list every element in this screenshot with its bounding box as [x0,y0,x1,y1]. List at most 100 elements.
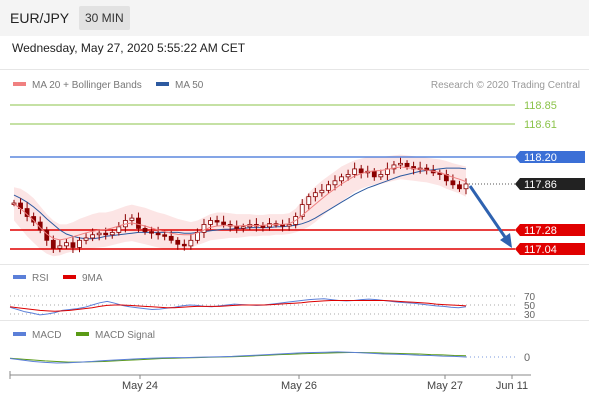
candle-body [162,234,168,237]
candle-body [312,192,318,198]
candle-body [319,189,325,194]
x-tick-label: May 27 [427,380,463,392]
candle-body [57,245,63,249]
candle-body [214,220,220,223]
support-tag-2-bg [515,243,585,255]
target-label-1: 118.85 [524,100,557,112]
candle-body [50,239,56,249]
macd-signal-swatch [76,332,89,337]
macd-swatch [13,332,26,337]
candle-body [398,162,403,166]
support-tag-1-bg [515,224,585,236]
candle-body [371,170,377,178]
legend-ma50-label: MA 50 [175,80,204,91]
toolbar: EUR/JPY 30 MIN [0,0,589,36]
rsi-tick-label: 70 [524,292,536,303]
legend-macd-label: MACD [32,330,62,341]
candle-body [208,220,213,225]
candle-body [90,234,96,239]
legend-rsi-ma: 9MA [63,273,103,284]
candle-body [326,184,331,191]
ma20-swatch [13,82,26,87]
target-label-2: 118.61 [524,119,557,131]
divider-rsi [0,264,589,265]
candle-body [136,217,141,229]
resistance-tag-bg [515,151,585,163]
candle-body [175,239,181,245]
legend-macd-signal-label: MACD Signal [95,330,156,341]
legend-rsi-ma-label: 9MA [82,273,103,284]
ma50-swatch [156,82,169,87]
candle-body [404,162,410,167]
candle-body [188,239,194,247]
legend-ma50: MA 50 [156,80,203,91]
candle-body [339,176,344,182]
support-tag-2-text: 117.04 [524,244,557,256]
timestamp: Wednesday, May 27, 2020 5:55:22 AM CET [12,41,246,55]
candle-body [155,232,161,236]
candle-body [221,221,227,225]
legend-macd-signal: MACD Signal [76,330,155,341]
candle-body [286,224,292,227]
macd-tick-label: 0 [524,352,530,364]
candle-body [332,180,338,186]
candle-body [201,224,207,233]
ma50-line [13,167,467,240]
candle-body [450,180,456,186]
candle-body [181,243,187,247]
rsi-ma-swatch [63,275,76,280]
candle-body [299,204,305,217]
macd-line [9,351,467,364]
candle-body [109,231,115,236]
last-price-tag: 117.86 [515,178,585,191]
candle-body [352,168,358,175]
candle-body [358,168,364,174]
projection-arrow [468,185,509,241]
rsi-tick-label: 50 [524,301,536,312]
x-tick-label: Jun 11 [496,380,528,392]
candle-body [306,196,312,206]
candle-body [96,232,102,236]
ma20-line [13,166,467,241]
candle-body [129,217,135,221]
candle-body [142,228,148,232]
resistance-tag: 118.20 [515,151,585,164]
candle-body [378,174,384,178]
candle-body [463,183,469,190]
legend-ma20: MA 20 + Bollinger Bands [13,80,142,91]
candle-body [345,174,351,178]
divider [0,69,589,70]
support-tag-1-text: 117.28 [524,225,557,237]
candle-body [260,225,266,228]
divider-macd [0,320,589,321]
candle-body [77,239,82,248]
candle-body [240,226,246,229]
rsi-swatch [13,275,26,280]
timeframe-button[interactable]: 30 MIN [79,6,130,30]
legend-ma20-label: MA 20 + Bollinger Bands [32,80,142,91]
candle-body [83,237,89,241]
candle-body [70,242,76,248]
legend-macd: MACD [13,330,61,341]
candle-body [391,164,397,170]
rsi-ma-line [9,300,467,312]
last-price-tag-bg [515,178,585,190]
symbol-label: EUR/JPY [10,10,70,26]
projection-arrow-head [500,233,512,248]
candle-body [149,231,154,234]
candle-body [457,184,462,190]
candle-body [11,202,17,205]
support-tag-1: 117.28 [515,224,585,237]
legend-rsi: RSI [13,273,49,284]
x-tick-label: May 24 [122,380,158,392]
research-credit: Research © 2020 Trading Central [430,80,580,91]
candle-body [103,232,109,236]
legend-rsi-label: RSI [32,273,49,284]
bollinger-band [14,154,466,257]
candle-body [116,226,122,233]
rsi-tick-label: 30 [524,310,536,321]
x-tick-label: May 26 [281,380,317,392]
support-tag-2: 117.04 [515,243,585,256]
candle-body [64,242,69,247]
